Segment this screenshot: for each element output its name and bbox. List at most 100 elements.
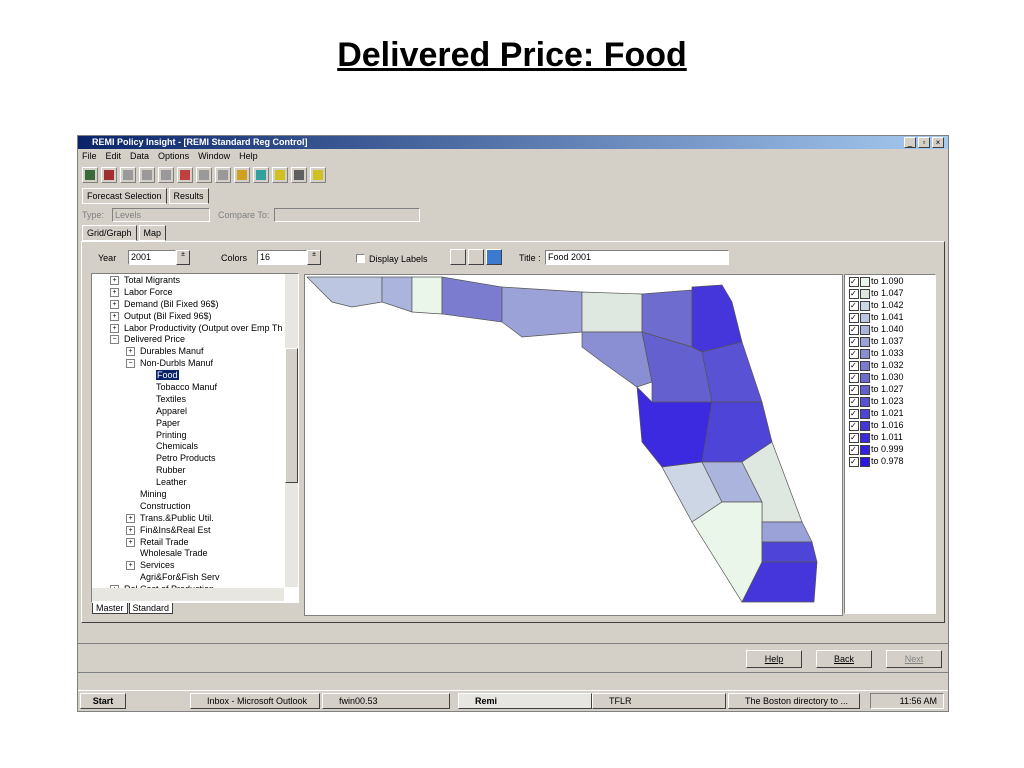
tool-button[interactable] bbox=[234, 167, 250, 183]
tree-row[interactable]: + Fin&Ins&Real Est bbox=[94, 525, 296, 537]
tool-button[interactable] bbox=[120, 167, 136, 183]
tab[interactable]: Forecast Selection bbox=[82, 188, 167, 204]
legend-checkbox[interactable]: ✓ bbox=[849, 385, 859, 395]
legend-checkbox[interactable]: ✓ bbox=[849, 421, 859, 431]
menu-item[interactable]: Edit bbox=[105, 151, 122, 161]
tree-row[interactable]: + Labor Force bbox=[94, 287, 296, 299]
task-button[interactable]: The Boston directory to ... bbox=[728, 693, 860, 709]
tab[interactable]: Results bbox=[168, 188, 209, 204]
tree-row[interactable]: Wholesale Trade bbox=[94, 548, 296, 560]
legend-checkbox[interactable]: ✓ bbox=[849, 445, 859, 455]
tree-row[interactable]: + Labor Productivity (Output over Emp Th bbox=[94, 323, 296, 335]
menu-item[interactable]: Options bbox=[158, 151, 190, 161]
tool-button[interactable] bbox=[310, 167, 326, 183]
title-field[interactable]: Food 2001 bbox=[545, 250, 729, 265]
year-spinner[interactable]: ± bbox=[176, 250, 190, 265]
close[interactable]: × bbox=[932, 137, 944, 148]
legend-checkbox[interactable]: ✓ bbox=[849, 325, 859, 335]
tool-button[interactable] bbox=[101, 167, 117, 183]
menu-item[interactable]: Help bbox=[239, 151, 258, 161]
h-scrollbar[interactable] bbox=[92, 588, 284, 601]
expander[interactable]: + bbox=[126, 347, 135, 357]
expander[interactable]: + bbox=[110, 276, 119, 285]
tool-button[interactable] bbox=[253, 167, 269, 183]
colors-spinner[interactable]: ± bbox=[307, 250, 321, 265]
tool-button[interactable] bbox=[215, 167, 231, 183]
tree-row[interactable]: + Services bbox=[94, 560, 296, 572]
nav-button[interactable]: Help bbox=[746, 650, 802, 668]
tree-row[interactable]: + Trans.&Public Util. bbox=[94, 513, 296, 525]
menu-item[interactable]: Data bbox=[130, 151, 150, 161]
legend-checkbox[interactable]: ✓ bbox=[849, 457, 859, 467]
year-field[interactable]: 2001 bbox=[128, 250, 176, 265]
colors-field[interactable]: 16 bbox=[257, 250, 307, 265]
legend-checkbox[interactable]: ✓ bbox=[849, 433, 859, 443]
expander[interactable]: + bbox=[110, 323, 119, 333]
legend-checkbox[interactable]: ✓ bbox=[849, 289, 859, 299]
task-button[interactable]: fwin00.53 bbox=[322, 693, 450, 709]
task-button[interactable]: Inbox - Microsoft Outlook bbox=[190, 693, 320, 709]
tree-row[interactable]: Agri&For&Fish Serv bbox=[94, 572, 296, 584]
tool-button[interactable] bbox=[139, 167, 155, 183]
type-combo[interactable]: Levels bbox=[112, 208, 210, 222]
tool-button[interactable] bbox=[196, 167, 212, 183]
tree-row[interactable]: Tobacco Manuf bbox=[94, 382, 296, 394]
tool-button[interactable] bbox=[82, 167, 98, 183]
tree-row[interactable]: − Delivered Price bbox=[94, 334, 296, 346]
zoom-tool[interactable] bbox=[450, 249, 466, 265]
legend-checkbox[interactable]: ✓ bbox=[849, 313, 859, 323]
legend-checkbox[interactable]: ✓ bbox=[849, 409, 859, 419]
tree-tab[interactable]: Standard bbox=[128, 603, 174, 614]
expander[interactable]: + bbox=[126, 513, 135, 523]
tree-row[interactable]: Rubber bbox=[94, 465, 296, 477]
legend-checkbox[interactable]: ✓ bbox=[849, 397, 859, 407]
tree-row[interactable]: + Demand (Bil Fixed 96$) bbox=[94, 299, 296, 311]
nav-button[interactable]: Next bbox=[886, 650, 942, 668]
expander[interactable]: − bbox=[110, 335, 119, 345]
compare-combo[interactable] bbox=[274, 208, 420, 222]
tree-row[interactable]: + Durables Manuf bbox=[94, 346, 296, 358]
tree-tab[interactable]: Master bbox=[92, 603, 128, 614]
subtab[interactable]: Grid/Graph bbox=[82, 225, 137, 241]
display-labels-checkbox[interactable] bbox=[356, 254, 365, 263]
tree-row[interactable]: Chemicals bbox=[94, 441, 296, 453]
expander[interactable]: + bbox=[110, 299, 119, 309]
nav-button[interactable]: Back bbox=[816, 650, 872, 668]
minimize[interactable]: _ bbox=[904, 137, 916, 148]
task-button[interactable]: TFLR bbox=[592, 693, 726, 709]
tree-row[interactable]: − Non-Durbls Manuf bbox=[94, 358, 296, 370]
expander[interactable]: + bbox=[126, 561, 135, 571]
legend-checkbox[interactable]: ✓ bbox=[849, 337, 859, 347]
task-button[interactable]: Remi bbox=[458, 693, 592, 709]
tree-row[interactable]: Petro Products bbox=[94, 453, 296, 465]
tree-row[interactable]: Mining bbox=[94, 489, 296, 501]
tool-button[interactable] bbox=[291, 167, 307, 183]
tree-row[interactable]: + Retail Trade bbox=[94, 537, 296, 549]
expander[interactable]: + bbox=[110, 287, 119, 297]
globe-tool[interactable] bbox=[486, 249, 502, 265]
maximize[interactable]: ▫ bbox=[918, 137, 930, 148]
legend-checkbox[interactable]: ✓ bbox=[849, 361, 859, 371]
tool-button[interactable] bbox=[158, 167, 174, 183]
menu-item[interactable]: File bbox=[82, 151, 97, 161]
legend-checkbox[interactable]: ✓ bbox=[849, 301, 859, 311]
legend-checkbox[interactable]: ✓ bbox=[849, 349, 859, 359]
tool-button[interactable] bbox=[177, 167, 193, 183]
tree-row[interactable]: + Total Migrants bbox=[94, 275, 296, 287]
menu-item[interactable]: Window bbox=[198, 151, 231, 161]
legend-checkbox[interactable]: ✓ bbox=[849, 373, 859, 383]
tree-row[interactable]: Leather bbox=[94, 477, 296, 489]
pan-tool[interactable] bbox=[468, 249, 484, 265]
tree-row[interactable]: Apparel bbox=[94, 406, 296, 418]
expander[interactable]: − bbox=[126, 359, 135, 369]
tree-row[interactable]: Printing bbox=[94, 430, 296, 442]
legend-checkbox[interactable]: ✓ bbox=[849, 277, 859, 287]
subtab[interactable]: Map bbox=[138, 225, 167, 241]
expander[interactable]: + bbox=[110, 311, 119, 321]
tree-row[interactable]: Food bbox=[94, 370, 296, 382]
start-button[interactable]: Start bbox=[80, 693, 126, 709]
tool-button[interactable] bbox=[272, 167, 288, 183]
expander[interactable]: + bbox=[126, 537, 135, 547]
tree-row[interactable]: Textiles bbox=[94, 394, 296, 406]
tree-row[interactable]: Construction bbox=[94, 501, 296, 513]
